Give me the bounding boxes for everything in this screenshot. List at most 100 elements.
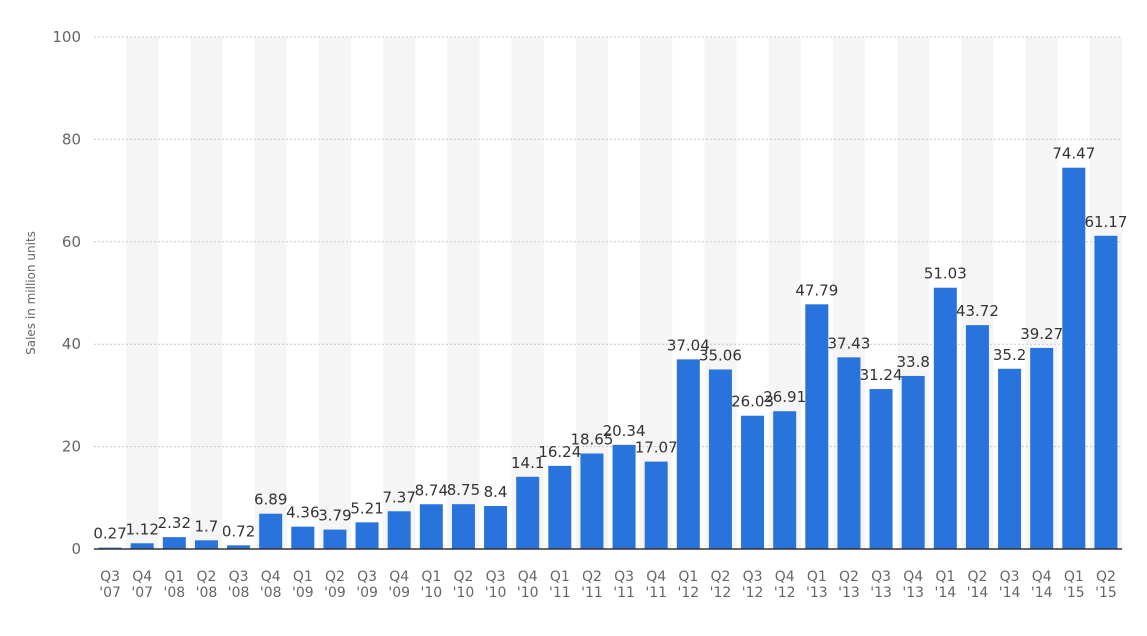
x-axis-ticks: Q3'07Q4'07Q1'08Q2'08Q3'08Q4'08Q1'09Q2'09… xyxy=(99,569,1117,601)
x-tick-year: '13 xyxy=(806,585,828,601)
x-tick-label: Q2'08 xyxy=(196,569,218,601)
bar xyxy=(773,411,797,549)
column-stripe xyxy=(511,37,544,549)
x-tick-year: '15 xyxy=(1095,585,1117,601)
x-tick-quarter: Q3 xyxy=(229,569,249,585)
x-tick-label: Q1'08 xyxy=(163,569,185,601)
value-label: 51.03 xyxy=(924,265,967,283)
x-tick-year: '14 xyxy=(1031,585,1053,601)
x-tick-label: Q2'11 xyxy=(581,569,603,601)
x-tick-quarter: Q2 xyxy=(325,569,345,585)
x-tick-quarter: Q1 xyxy=(164,569,184,585)
bar xyxy=(194,540,218,549)
x-tick-quarter: Q4 xyxy=(389,569,409,585)
x-tick-label: Q1'13 xyxy=(806,569,828,601)
bar xyxy=(162,537,186,549)
column-stripe xyxy=(254,37,287,549)
x-tick-label: Q3'08 xyxy=(228,569,250,601)
bar xyxy=(644,461,668,549)
x-tick-label: Q3'14 xyxy=(999,569,1021,601)
value-label: 37.04 xyxy=(667,336,710,354)
bar xyxy=(933,287,957,549)
bar xyxy=(484,505,508,549)
value-label: 17.07 xyxy=(635,439,678,457)
x-tick-label: Q3'11 xyxy=(613,569,635,601)
x-tick-quarter: Q4 xyxy=(903,569,923,585)
column-stripe xyxy=(126,37,159,549)
x-tick-quarter: Q3 xyxy=(357,569,377,585)
x-tick-year: '10 xyxy=(485,585,507,601)
value-label: 31.24 xyxy=(860,366,903,384)
bar xyxy=(323,529,347,549)
x-tick-quarter: Q4 xyxy=(1032,569,1052,585)
value-label: 1.12 xyxy=(125,520,158,538)
x-tick-quarter: Q1 xyxy=(935,569,955,585)
x-tick-year: '08 xyxy=(196,585,218,601)
x-tick-quarter: Q3 xyxy=(1000,569,1020,585)
bar xyxy=(355,522,379,549)
bar xyxy=(1030,347,1054,549)
value-label: 74.47 xyxy=(1052,145,1095,163)
bar xyxy=(901,375,925,549)
bar xyxy=(259,513,283,549)
bar xyxy=(387,511,411,549)
x-tick-quarter: Q1 xyxy=(1064,569,1084,585)
x-tick-year: '09 xyxy=(356,585,378,601)
bar xyxy=(676,359,700,549)
x-tick-label: Q4'12 xyxy=(774,569,796,601)
x-tick-year: '11 xyxy=(581,585,603,601)
x-tick-quarter: Q2 xyxy=(196,569,216,585)
x-tick-quarter: Q3 xyxy=(100,569,120,585)
value-label: 37.43 xyxy=(827,334,870,352)
x-tick-label: Q2'10 xyxy=(453,569,475,601)
value-label: 18.65 xyxy=(570,431,613,449)
value-label: 14.1 xyxy=(511,454,544,472)
x-tick-year: '08 xyxy=(228,585,250,601)
bar xyxy=(548,465,572,549)
value-label: 33.8 xyxy=(896,353,929,371)
x-tick-quarter: Q1 xyxy=(807,569,827,585)
value-label: 0.72 xyxy=(222,522,255,540)
x-tick-year: '14 xyxy=(934,585,956,601)
column-stripe xyxy=(383,37,416,549)
y-axis-title: Sales in million units xyxy=(24,231,38,355)
bar xyxy=(741,415,765,549)
x-tick-label: Q1'10 xyxy=(420,569,442,601)
x-tick-label: Q2'12 xyxy=(710,569,732,601)
value-label: 20.34 xyxy=(603,422,646,440)
y-tick-label: 100 xyxy=(52,28,81,46)
x-tick-quarter: Q2 xyxy=(453,569,473,585)
value-label: 16.24 xyxy=(538,443,581,461)
bar xyxy=(516,476,540,549)
value-labels: 0.271.122.32 1.7 0.726.894.363.795.217.378… xyxy=(93,145,1127,543)
x-tick-label: Q4'10 xyxy=(517,569,539,601)
x-tick-quarter: Q2 xyxy=(839,569,859,585)
value-label: 8.4 xyxy=(484,483,508,501)
x-tick-label: Q4'11 xyxy=(645,569,667,601)
x-tick-label: Q2'09 xyxy=(324,569,346,601)
value-label: 35.2 xyxy=(993,346,1026,364)
x-tick-quarter: Q2 xyxy=(710,569,730,585)
x-tick-quarter: Q4 xyxy=(775,569,795,585)
value-label: 47.79 xyxy=(795,281,838,299)
value-label: 6.89 xyxy=(254,491,287,509)
bar xyxy=(869,389,893,549)
x-tick-year: '09 xyxy=(388,585,410,601)
bar xyxy=(805,304,829,549)
x-tick-year: '08 xyxy=(163,585,185,601)
value-label: 43.72 xyxy=(956,302,999,320)
x-tick-label: Q4'14 xyxy=(1031,569,1053,601)
y-tick-label: 20 xyxy=(62,438,81,456)
x-tick-quarter: Q1 xyxy=(293,569,313,585)
bar xyxy=(998,368,1022,549)
x-tick-year: '12 xyxy=(774,585,796,601)
value-label: 39.27 xyxy=(1020,325,1063,343)
bar xyxy=(612,444,636,549)
bar xyxy=(837,357,861,549)
x-tick-year: '11 xyxy=(645,585,667,601)
bar xyxy=(580,453,604,549)
x-tick-quarter: Q3 xyxy=(743,569,763,585)
x-tick-year: '09 xyxy=(292,585,314,601)
value-label: 3.79 xyxy=(318,507,351,525)
